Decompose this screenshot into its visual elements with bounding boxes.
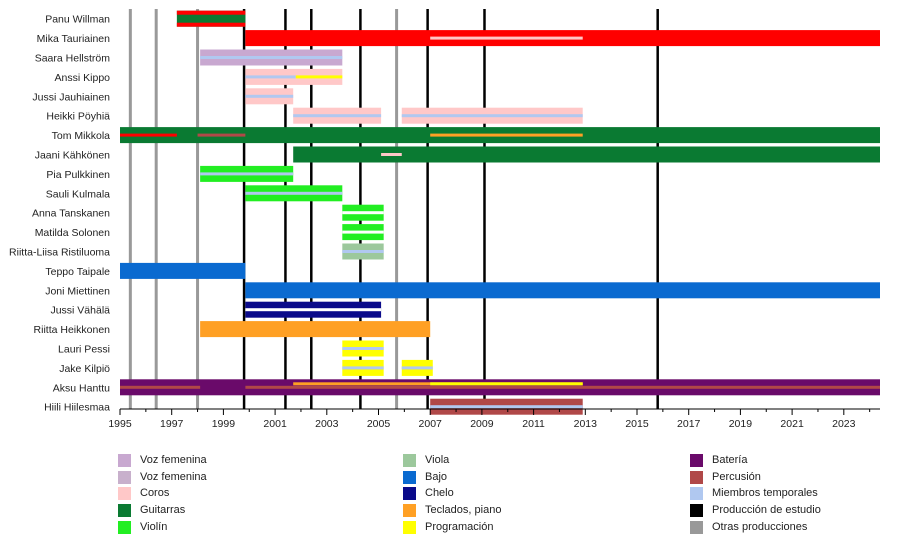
member-name-label: Hiili Hiilesmaa [44, 402, 110, 414]
member-name-label: Heikki Pöyhiä [46, 111, 110, 123]
x-tick-label: 1995 [108, 418, 132, 430]
member-name-label: Riitta Heikkonen [34, 324, 111, 336]
member-name-label: Anna Tanskanen [32, 208, 110, 220]
member-bar-stripe [120, 133, 177, 137]
member-bar-stripe [245, 75, 296, 79]
member-name-label: Panu Willman [45, 14, 110, 26]
member-bar-stripe [293, 114, 382, 118]
member-bar-stripe [197, 133, 246, 137]
member-bar [293, 146, 880, 163]
member-bar-stripe [430, 405, 583, 409]
x-tick-label: 2013 [574, 418, 598, 430]
member-bar [200, 321, 431, 338]
member-bar-stripe [176, 10, 246, 15]
x-tick-label: 2019 [729, 418, 753, 430]
member-name-label: Teppo Taipale [45, 266, 110, 278]
member-bar-stripe [200, 56, 343, 59]
x-tick-label: 2007 [419, 418, 443, 430]
x-tick-label: 2003 [315, 418, 339, 430]
x-tick-label: 1999 [212, 418, 236, 430]
member-bar-stripe [342, 347, 384, 350]
member-bar-stripe [342, 250, 384, 253]
x-tick-label: 1997 [160, 418, 184, 430]
member-bar-stripe [430, 133, 583, 137]
member-name-label: Riitta-Liisa Ristiluoma [9, 247, 110, 259]
member-bar-stripe [245, 385, 880, 389]
x-tick-label: 2015 [625, 418, 649, 430]
member-bar-stripe [120, 385, 201, 389]
member-name-label: Matilda Solonen [35, 227, 110, 239]
member-bar-stripe [342, 211, 384, 215]
member-name-label: Saara Hellström [35, 53, 111, 65]
member-name-label: Jussi Jauhiainen [32, 91, 110, 103]
member-bar-stripe [176, 22, 246, 27]
member-name-label: Tom Mikkola [52, 130, 111, 142]
x-tick-label: 2001 [263, 418, 287, 430]
member-bar-stripe [401, 366, 433, 370]
member-bar [245, 282, 880, 299]
member-name-label: Joni Miettinen [45, 285, 110, 297]
member-bar-stripe [342, 366, 384, 370]
member-bar-stripe [200, 172, 294, 176]
member-bar-stripe [381, 153, 402, 156]
member-bar-stripe [342, 230, 384, 234]
member-bar-stripe [245, 308, 382, 312]
member-name-label: Anssi Kippo [55, 72, 111, 84]
x-tick-label: 2021 [780, 418, 804, 430]
x-tick-label: 2009 [470, 418, 494, 430]
member-bar-stripe [430, 36, 583, 40]
x-tick-label: 2011 [522, 418, 545, 430]
x-tick-label: 2017 [677, 418, 701, 430]
member-name-label: Jake Kilpiö [59, 363, 110, 375]
x-tick-label: 2023 [832, 418, 856, 430]
member-name-label: Pia Pulkkinen [46, 169, 110, 181]
member-name-label: Jussi Vähälä [50, 305, 110, 317]
member-bar-stripe [245, 94, 294, 98]
member-name-label: Lauri Pessi [58, 344, 110, 356]
member-bar-stripe [295, 75, 343, 79]
member-name-label: Jaani Kähkönen [35, 150, 110, 162]
member-bar-stripe [245, 191, 343, 195]
member-bar [120, 262, 246, 279]
x-tick-label: 2005 [367, 418, 391, 430]
member-name-label: Aksu Hanttu [53, 382, 110, 394]
member-bar-stripe [401, 114, 583, 118]
member-name-label: Mika Tauriainen [37, 33, 111, 45]
member-name-label: Sauli Kulmala [46, 188, 110, 200]
member-bar-stripe [430, 382, 583, 386]
